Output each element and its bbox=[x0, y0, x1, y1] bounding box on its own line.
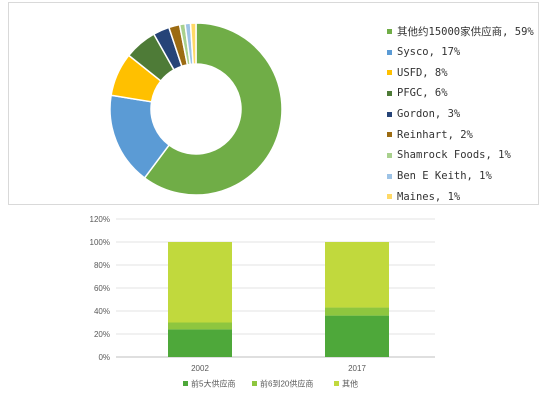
legend-swatch bbox=[387, 132, 392, 138]
bar-segment-2017-0 bbox=[325, 315, 389, 357]
donut-legend-item: Reinhart, 2% bbox=[387, 124, 534, 145]
legend-label: Sysco, 17% bbox=[397, 46, 461, 59]
legend-label: 其他约15000家供应商, 59% bbox=[397, 25, 534, 38]
bar-legend-label: 前5大供应商 bbox=[191, 379, 235, 389]
market-share-donut-panel: 其他约15000家供应商, 59% Sysco, 17% USFD, 8% PFGC,… bbox=[8, 2, 539, 205]
bar-legend-swatch bbox=[334, 381, 339, 386]
donut-slice-0 bbox=[143, 22, 283, 196]
bar-segment-2017-1 bbox=[325, 307, 389, 316]
legend-label: Maines, 1% bbox=[397, 190, 461, 203]
donut-legend-item: Gordon, 3% bbox=[387, 104, 534, 125]
bar-segment-2002-0 bbox=[168, 329, 232, 357]
legend-label: PFGC, 6% bbox=[397, 87, 448, 100]
y-tick-label: 60% bbox=[94, 284, 110, 293]
bar-legend-label: 其他 bbox=[342, 379, 358, 389]
y-tick-label: 100% bbox=[90, 238, 110, 247]
bar-legend-swatch bbox=[183, 381, 188, 386]
legend-label: Gordon, 3% bbox=[397, 108, 461, 121]
legend-label: Reinhart, 2% bbox=[397, 128, 473, 141]
legend-swatch bbox=[387, 173, 392, 179]
legend-swatch bbox=[387, 49, 392, 55]
x-tick-label: 2017 bbox=[348, 364, 366, 373]
legend-swatch bbox=[387, 90, 392, 96]
legend-swatch bbox=[387, 194, 392, 200]
bar-legend-swatch bbox=[252, 381, 257, 386]
y-tick-label: 40% bbox=[94, 307, 110, 316]
stacked-bar-chart: 0% 20% 40% 60% 80% 100% 120% 2002 2017 前5大供应商 前6到2… bbox=[90, 215, 435, 389]
bar-segment-2002-2 bbox=[168, 242, 232, 323]
donut-legend-item: Maines, 1% bbox=[387, 187, 534, 208]
legend-label: Ben E Keith, 1% bbox=[397, 170, 492, 183]
y-tick-label: 20% bbox=[94, 330, 110, 339]
y-tick-label: 80% bbox=[94, 261, 110, 270]
donut-chart bbox=[109, 22, 283, 196]
legend-swatch bbox=[387, 152, 392, 158]
donut-legend-item: Shamrock Foods, 1% bbox=[387, 145, 534, 166]
donut-legend-item: Sysco, 17% bbox=[387, 42, 534, 63]
legend-swatch bbox=[387, 70, 392, 76]
donut-legend: 其他约15000家供应商, 59% Sysco, 17% USFD, 8% PFGC,… bbox=[387, 21, 534, 207]
y-tick-label: 120% bbox=[90, 215, 110, 224]
donut-legend-item: PFGC, 6% bbox=[387, 83, 534, 104]
legend-label: Shamrock Foods, 1% bbox=[397, 149, 511, 162]
donut-legend-item: 其他约15000家供应商, 59% bbox=[387, 21, 534, 42]
bar-legend-label: 前6到20供应商 bbox=[260, 379, 313, 389]
donut-slice-8 bbox=[189, 22, 197, 65]
legend-swatch bbox=[387, 111, 392, 117]
bar-segment-2002-1 bbox=[168, 322, 232, 330]
bar-segment-2017-2 bbox=[325, 242, 389, 308]
y-tick-label: 0% bbox=[98, 353, 110, 362]
x-tick-label: 2002 bbox=[191, 364, 209, 373]
legend-label: USFD, 8% bbox=[397, 66, 448, 79]
legend-swatch bbox=[387, 28, 392, 34]
donut-legend-item: USFD, 8% bbox=[387, 62, 534, 83]
donut-legend-item: Ben E Keith, 1% bbox=[387, 166, 534, 187]
